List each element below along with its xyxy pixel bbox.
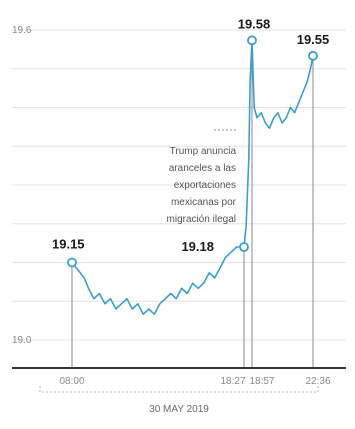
annotation: Trump anuncia aranceles a las exportacione… <box>167 129 237 225</box>
value-label: 19.15 <box>52 237 85 252</box>
date-bracket <box>39 386 319 393</box>
highlight-marker <box>247 35 257 46</box>
value-label: 19.18 <box>181 239 214 254</box>
drop-lines <box>71 40 314 368</box>
highlight-markers <box>67 35 318 268</box>
value-label: 19.55 <box>297 32 330 47</box>
annotation-line: mexicanas por <box>171 197 237 208</box>
y-tick-label: 19.6 <box>12 25 32 36</box>
y-tick-label: 19.0 <box>12 335 32 346</box>
value-labels: 19.15 19.18 19.58 19.55 <box>52 16 329 254</box>
x-axis-ticks: 08:00 18:27 18:57 22:36 <box>59 376 330 387</box>
value-label: 19.58 <box>238 16 271 31</box>
x-tick-label: 18:27 <box>220 376 245 387</box>
annotation-line: Trump anuncia <box>170 146 237 157</box>
x-tick-label: 18:57 <box>249 376 274 387</box>
annotation-line: migración ilegal <box>167 214 236 225</box>
highlight-marker <box>239 242 249 252</box>
series-line <box>71 39 314 315</box>
date-label: 30 MAY 2019 <box>149 404 209 415</box>
highlight-marker <box>67 257 77 268</box>
highlight-marker <box>308 50 318 61</box>
x-tick-label: 22:36 <box>305 376 330 387</box>
y-axis-ticks: 19.6 19.0 <box>12 25 32 346</box>
annotation-line: aranceles a las <box>169 163 236 174</box>
annotation-line: exportaciones <box>174 180 236 191</box>
x-tick-label: 08:00 <box>59 376 84 387</box>
